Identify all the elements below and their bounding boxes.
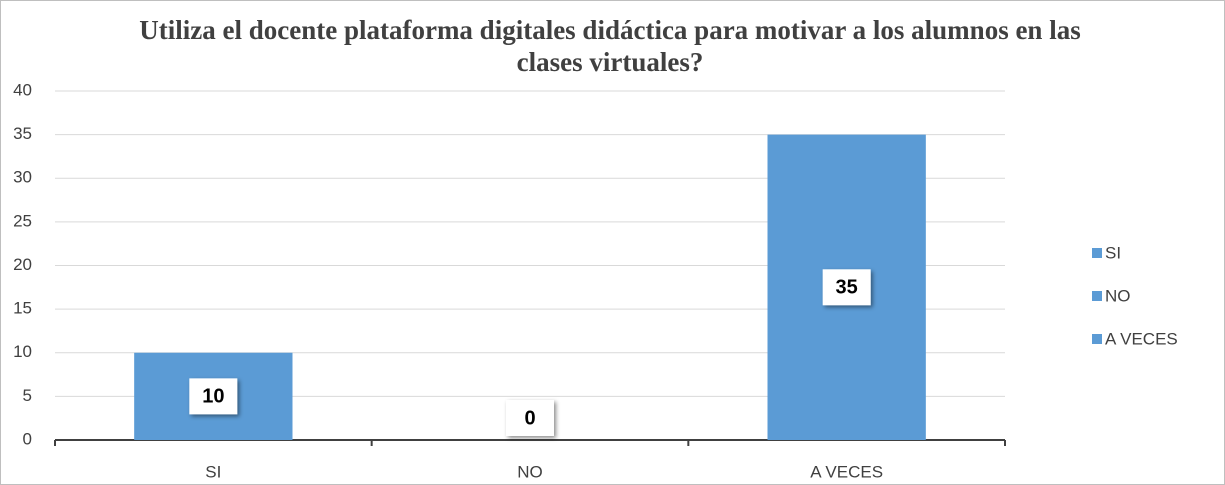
legend-label: A VECES (1105, 329, 1178, 348)
y-tick-label: 15 (13, 299, 32, 318)
y-tick-label: 10 (13, 342, 32, 361)
data-label-box (822, 269, 871, 306)
data-label-box (506, 400, 554, 436)
legend-swatch (1092, 291, 1102, 301)
x-tick-label: A VECES (810, 462, 883, 481)
data-label-box (189, 378, 238, 415)
data-label: 0 (524, 407, 535, 429)
x-tick-label: SI (205, 462, 221, 481)
legend-swatch (1092, 248, 1102, 258)
data-label: 10 (202, 386, 224, 408)
y-tick-label: 40 (13, 80, 32, 99)
y-tick-label: 30 (13, 168, 32, 187)
legend-label: NO (1105, 286, 1131, 305)
y-tick-label: 5 (23, 386, 32, 405)
chart-title: Utiliza el docente plataforma digitales … (139, 15, 1081, 77)
data-label: 35 (836, 277, 858, 299)
legend-swatch (1092, 334, 1102, 344)
y-tick-label: 0 (23, 429, 32, 448)
y-tick-label: 20 (13, 255, 32, 274)
x-tick-label: NO (517, 462, 543, 481)
y-tick-label: 25 (13, 211, 32, 230)
legend-label: SI (1105, 243, 1121, 262)
y-tick-label: 35 (13, 124, 32, 143)
